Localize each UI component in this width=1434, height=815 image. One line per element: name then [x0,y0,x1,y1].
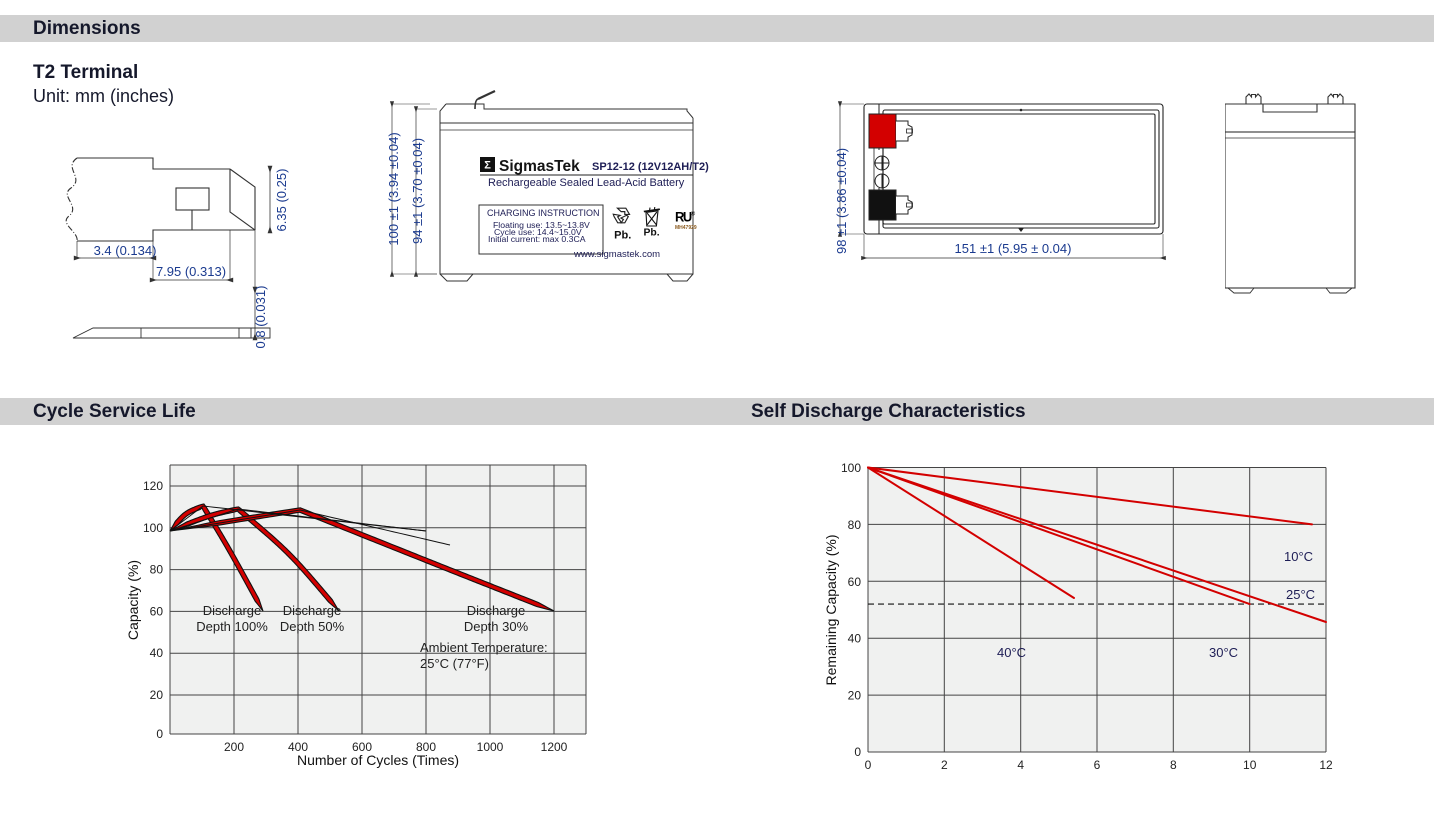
svg-text:100: 100 [841,461,861,475]
svg-text:25°C: 25°C [1286,587,1315,602]
svg-text:98 ±1 (3.86 ±0.04): 98 ±1 (3.86 ±0.04) [834,148,849,254]
svg-text:2: 2 [941,758,948,772]
svg-text:20: 20 [150,688,164,702]
svg-text:40°C: 40°C [997,645,1026,660]
svg-text:0: 0 [156,727,163,741]
svg-text:Pb.: Pb. [614,230,631,242]
svg-text:0.8 (0.031): 0.8 (0.031) [253,286,268,349]
svg-text:Number of Cycles (Times): Number of Cycles (Times) [297,752,459,768]
svg-text:10: 10 [1243,758,1257,772]
svg-text:12: 12 [1319,758,1333,772]
svg-text:1200: 1200 [541,740,568,754]
svg-text:40: 40 [848,632,862,646]
svg-text:3.4 (0.134): 3.4 (0.134) [94,243,157,258]
svg-text:80: 80 [150,563,164,577]
svg-text:1000: 1000 [477,740,504,754]
svg-text:80: 80 [848,518,862,532]
svg-text:MH47929: MH47929 [675,225,697,231]
svg-text:SP12-12 (12V12AH/T2): SP12-12 (12V12AH/T2) [592,161,709,173]
svg-text:25°C (77°F): 25°C (77°F) [420,656,489,671]
svg-text:100: 100 [143,521,163,535]
svg-text:Pb.: Pb. [644,228,660,239]
svg-text:Σ: Σ [484,160,491,172]
svg-text:Depth 30%: Depth 30% [464,619,529,634]
svg-text:Ambient Temperature:: Ambient Temperature: [420,640,548,655]
svg-text:20: 20 [848,689,862,703]
svg-text:Discharge: Discharge [467,603,526,618]
svg-text:0: 0 [854,745,861,759]
svg-text:www.sigmastek.com: www.sigmastek.com [573,249,660,260]
svg-text:Discharge: Discharge [203,603,262,618]
svg-text:6.35 (0.25): 6.35 (0.25) [274,169,289,232]
svg-text:4: 4 [1017,758,1024,772]
svg-text:40: 40 [150,646,164,660]
svg-text:100 ±1 (3.94 ±0.04): 100 ±1 (3.94 ±0.04) [386,132,401,245]
svg-text:6: 6 [1094,758,1101,772]
svg-text:Capacity (%): Capacity (%) [125,560,141,640]
svg-text:7.95 (0.313): 7.95 (0.313) [156,264,226,279]
svg-text:30°C: 30°C [1209,645,1238,660]
svg-text:151 ±1 (5.95 ± 0.04): 151 ±1 (5.95 ± 0.04) [955,241,1072,256]
svg-text:Initial current: max 0.3CA: Initial current: max 0.3CA [488,234,586,244]
svg-text:0: 0 [865,758,872,772]
svg-text:Rechargeable Sealed Lead-Acid: Rechargeable Sealed Lead-Acid Battery [488,177,685,189]
svg-text:10°C: 10°C [1284,549,1313,564]
svg-text:200: 200 [224,740,244,754]
svg-text:8: 8 [1170,758,1177,772]
svg-text:94 ±1 (3.70 ±0.04): 94 ±1 (3.70 ±0.04) [410,138,425,244]
svg-text:Remaining Capacity (%): Remaining Capacity (%) [823,535,839,686]
svg-text:60: 60 [848,575,862,589]
svg-text:60: 60 [150,604,164,618]
svg-text:120: 120 [143,479,163,493]
svg-text:Depth 50%: Depth 50% [280,619,345,634]
svg-text:CHARGING INSTRUCTION: CHARGING INSTRUCTION [487,208,600,218]
svg-text:Depth 100%: Depth 100% [196,619,268,634]
svg-text:SigmasTek: SigmasTek [499,158,580,175]
